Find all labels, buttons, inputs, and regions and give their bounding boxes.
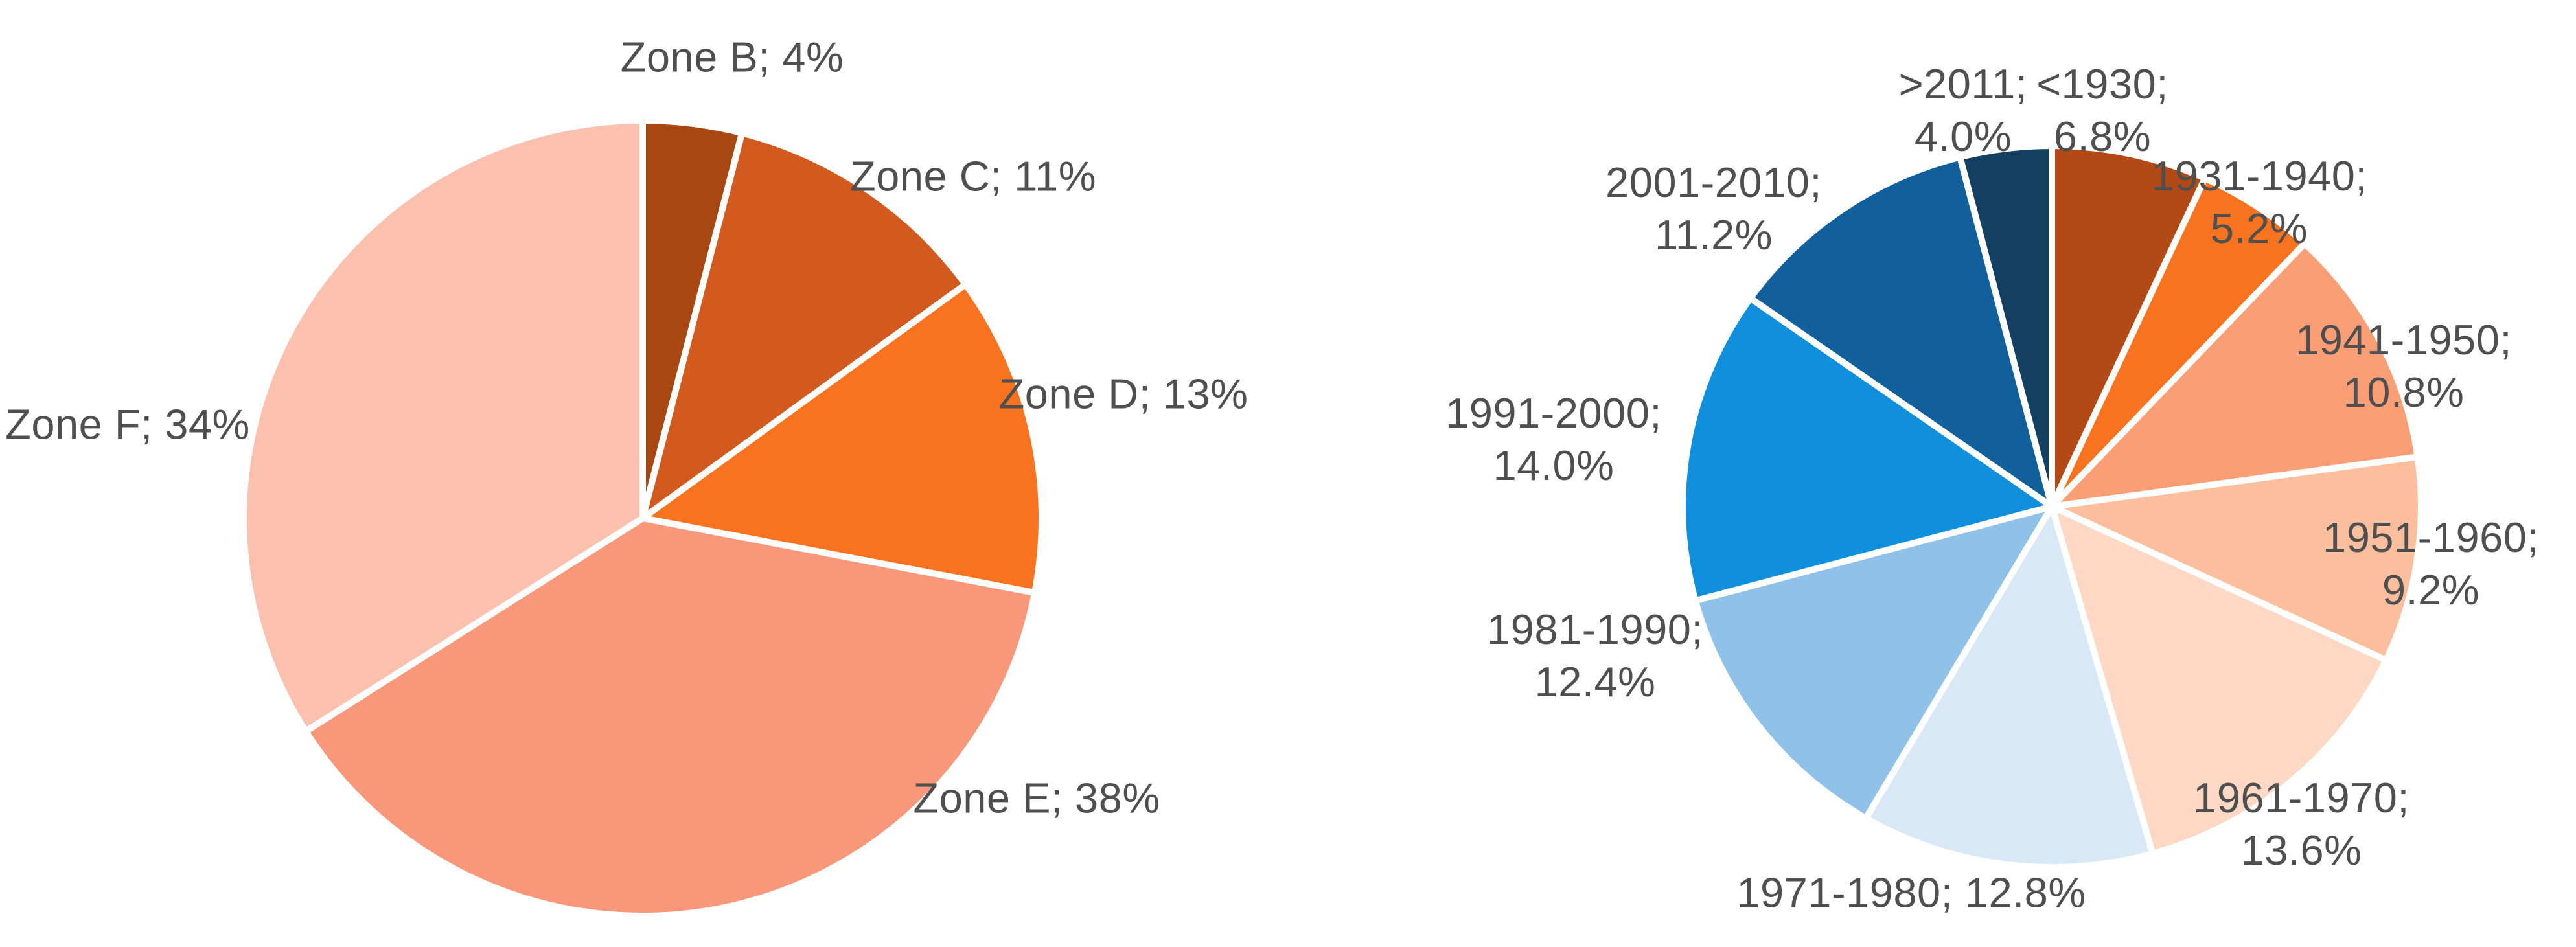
data-label-1931-1940: 1931-1940; 5.2% [2151,150,2367,255]
data-label-line: >2011; [1898,60,2028,108]
data-label-line: 2001-2010; [1605,159,1822,206]
data-label->2011: >2011; 4.0% [1899,58,2028,163]
data-label-line: 9.2% [2382,566,2480,613]
data-label-line: 14.0% [1493,442,1615,489]
data-label-1941-1950: 1941-1950; 10.8% [2295,314,2512,418]
pie-slice-1931-1940 [2049,175,2308,510]
data-label-1981-1990: 1981-1990; 12.4% [1487,603,1703,708]
pie-slice-Zone D [639,281,1045,597]
pie-slice->2011 [1957,143,2055,510]
pie-slice-1991-2000 [1679,295,2055,604]
pie-slice-Zone C [639,130,969,521]
data-label-Zone C: Zone C; 11% [850,150,1096,203]
data-label-line: 6.8% [2053,113,2152,160]
data-label-line: 1941-1950; [2295,316,2512,363]
data-label-Zone B: Zone B; 4% [621,31,844,84]
pie-slice-1941-1950 [2049,240,2421,510]
data-label-line: Zone B; 4% [620,33,844,81]
data-label-line: 5.2% [2210,205,2308,252]
pie-slice-1971-1980 [1862,503,2156,871]
data-label-Zone F: Zone F; 34% [5,398,250,451]
data-label-Zone D: Zone D; 13% [999,368,1248,420]
data-label-line: 13.6% [2240,827,2362,874]
pie-slice-1961-1970 [2049,503,2389,857]
data-label-line: 10.8% [2343,369,2465,416]
data-label-line: 1971-1980; 12.8% [1736,869,2086,917]
pie-slice-1981-1990 [1692,503,2055,822]
pie-slice-2001-2010 [1747,154,2055,510]
data-label-line: 1981-1990; [1487,606,1703,653]
pie-slice-1951-1960 [2049,453,2424,664]
data-label-<1930: <1930; 6.8% [2036,58,2168,163]
data-label-line: 11.2% [1655,211,1773,258]
data-label-line: 1951-1960; [2323,514,2539,561]
pie-slice-<1930 [2049,143,2209,510]
data-label-line: Zone E; 38% [913,774,1160,822]
data-label-line: 1931-1940; [2151,152,2367,200]
data-label-line: 12.4% [1534,658,1656,705]
data-label-line: 4.0% [1914,113,2012,160]
pie-slice-Zone F [240,117,646,735]
data-label-line: 1961-1970; [2193,774,2409,821]
data-label-line: <1930; [2036,60,2168,108]
data-label-Zone E: Zone E; 38% [913,772,1160,825]
data-label-1961-1970: 1961-1970; 13.6% [2193,771,2409,876]
data-label-line: Zone F; 34% [5,400,250,448]
data-label-1951-1960: 1951-1960; 9.2% [2323,511,2539,616]
data-label-line: Zone D; 13% [998,370,1248,418]
data-label-1991-2000: 1991-2000; 14.0% [1445,387,1662,492]
data-label-1971-1980: 1971-1980; 12.8% [1736,867,2086,919]
data-label-line: Zone C; 11% [849,152,1097,200]
data-label-line: 1991-2000; [1445,389,1662,437]
data-label-2001-2010: 2001-2010; 11.2% [1605,156,1822,261]
